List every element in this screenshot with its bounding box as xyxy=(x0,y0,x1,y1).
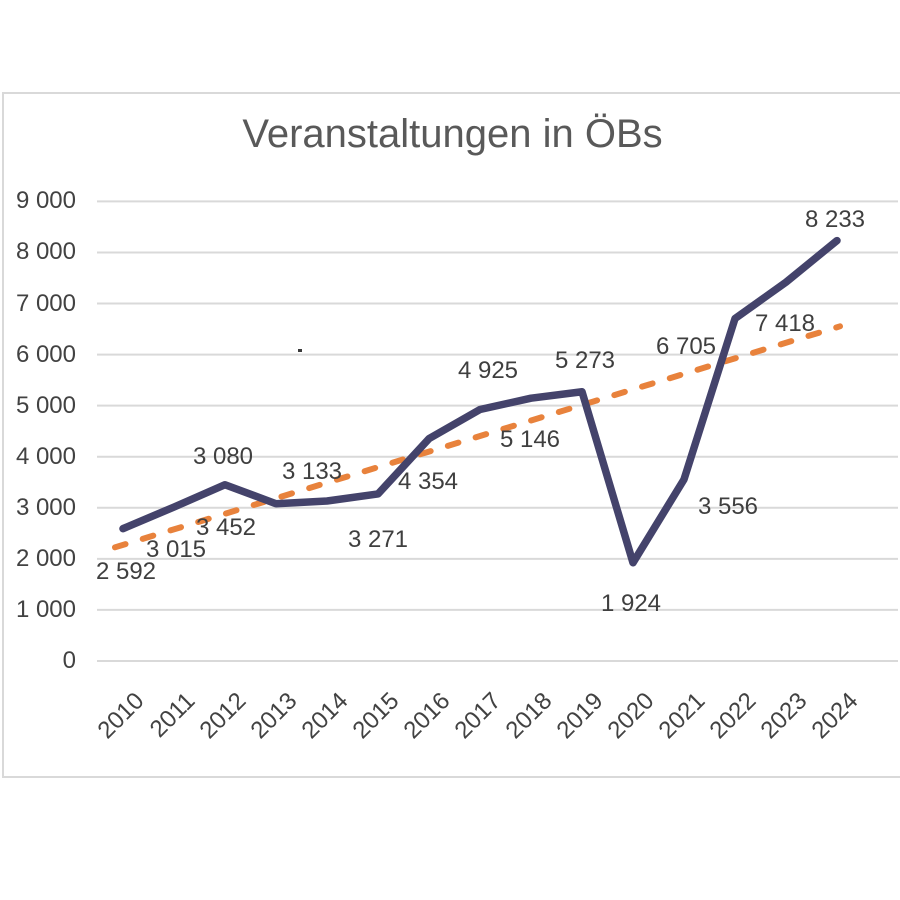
data-label: 8 233 xyxy=(804,205,866,233)
y-axis-label: 9 000 xyxy=(15,187,76,215)
y-axis-label: 3 000 xyxy=(15,493,76,521)
series-line xyxy=(119,236,841,567)
data-label: 3 133 xyxy=(281,458,343,485)
data-label: 6 705 xyxy=(655,332,717,360)
data-label: 4 925 xyxy=(457,357,519,385)
trend-line xyxy=(112,323,843,551)
y-axis-label: 7 000 xyxy=(15,289,76,317)
chart-title: Veranstaltungen in ÖBs xyxy=(242,112,663,156)
y-axis-label: 2 000 xyxy=(15,544,76,572)
data-label: 5 273 xyxy=(554,346,616,374)
data-label: 2 592 xyxy=(95,557,157,585)
data-label: 3 452 xyxy=(195,513,257,541)
data-label: 3 015 xyxy=(145,536,207,564)
data-label: 3 271 xyxy=(347,525,409,553)
y-axis-label: 1 000 xyxy=(15,595,76,623)
stray-mark xyxy=(298,349,302,352)
data-label: 1 924 xyxy=(600,589,662,617)
y-axis-label: 6 000 xyxy=(15,340,76,368)
chart-frame xyxy=(2,92,900,778)
data-label: 3 556 xyxy=(697,493,759,521)
y-axis-label: 4 000 xyxy=(15,442,76,470)
data-label: 7 418 xyxy=(754,310,816,338)
y-axis-label: 0 xyxy=(62,647,76,674)
data-label: 5 146 xyxy=(499,426,561,454)
y-axis-label: 8 000 xyxy=(15,238,76,266)
y-axis-label: 5 000 xyxy=(15,391,76,419)
data-label: 4 354 xyxy=(397,467,459,495)
data-label: 3 080 xyxy=(192,442,254,470)
